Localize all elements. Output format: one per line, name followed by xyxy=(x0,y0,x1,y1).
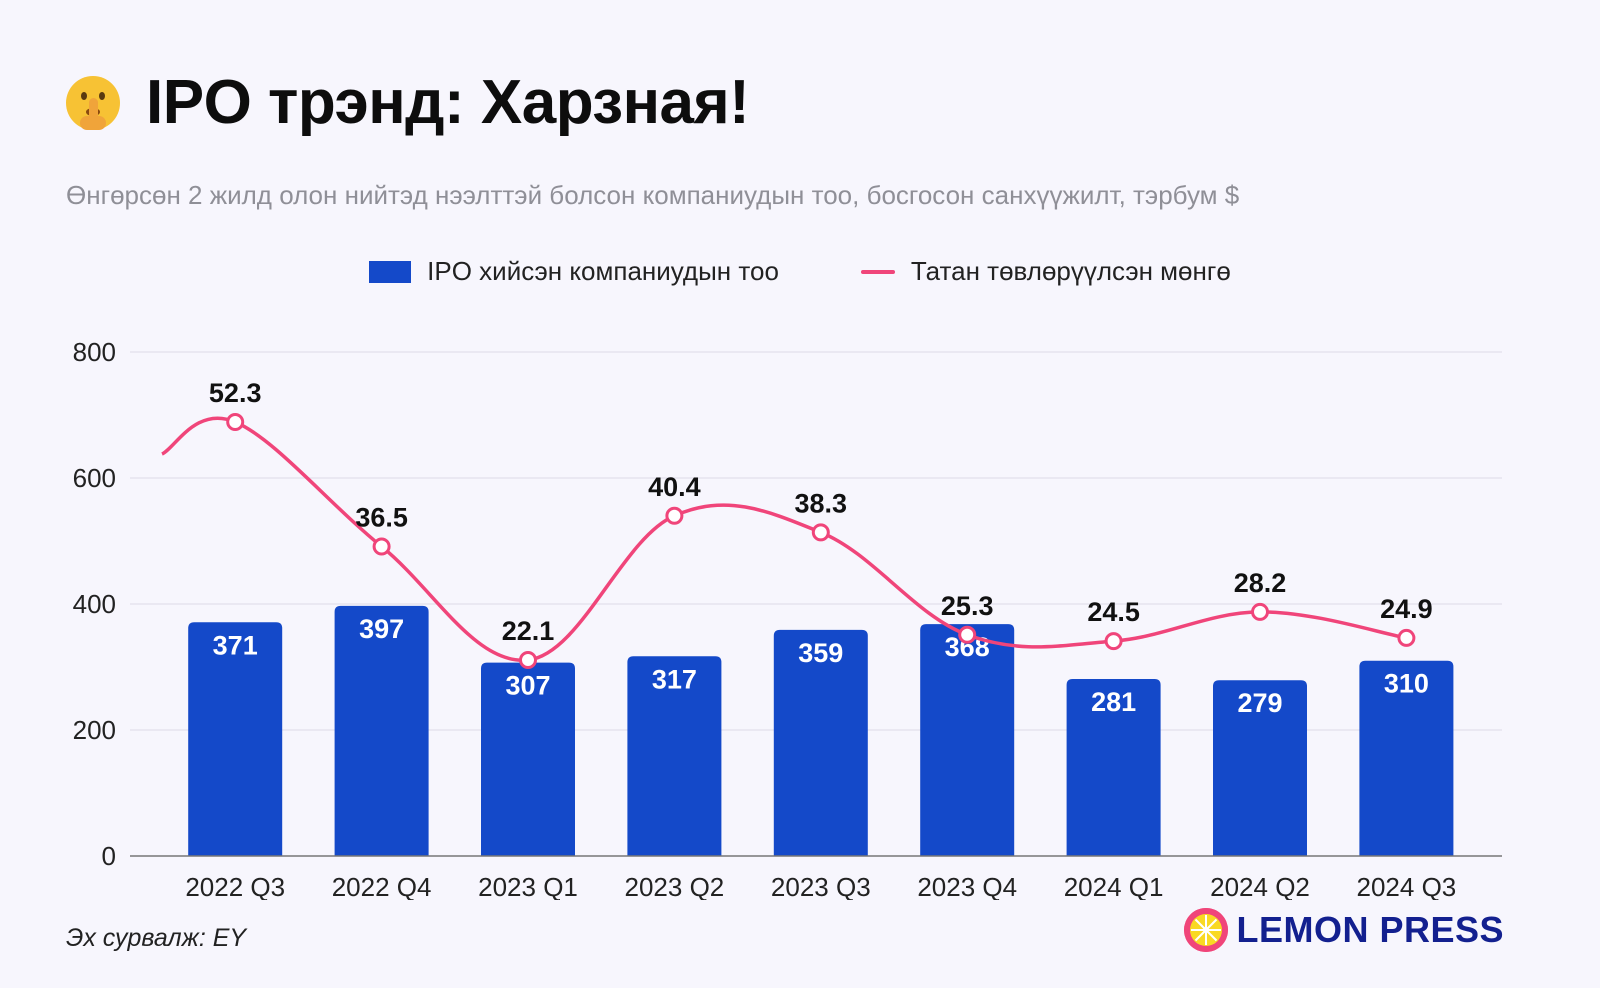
bar xyxy=(1066,678,1161,856)
line-value-label: 25.3 xyxy=(941,591,994,621)
source-note: Эх сурвалж: EY xyxy=(66,924,247,952)
line-value-label: 52.3 xyxy=(209,378,262,408)
line-value-label: 40.4 xyxy=(648,472,701,502)
bar-value-label: 317 xyxy=(652,664,697,694)
bar xyxy=(481,662,575,856)
chart-title: IPO трэнд: Харзная! xyxy=(146,68,750,137)
y-tick-label: 200 xyxy=(73,715,116,745)
bar-value-label: 307 xyxy=(505,671,550,701)
bar xyxy=(188,622,283,856)
y-axis: 0 200 400 600 800 xyxy=(73,337,116,871)
x-tick-label: 2023 Q2 xyxy=(625,872,725,900)
brand-name: LEMON PRESS xyxy=(1236,909,1504,950)
legend-swatch-line xyxy=(860,269,895,274)
bar xyxy=(773,629,868,856)
bar-value-label: 281 xyxy=(1091,687,1136,717)
bar xyxy=(1359,660,1454,856)
legend-swatch-bars xyxy=(369,260,412,283)
shushing-face-icon xyxy=(64,74,122,132)
bar xyxy=(627,656,722,856)
line-series: 52.3 36.5 22.1 40.4 38.3 25.3 24.5 28.2 24.9 xyxy=(161,378,1433,669)
y-tick-label: 600 xyxy=(73,463,116,493)
y-tick-label: 0 xyxy=(102,841,116,871)
x-tick-label: 2022 Q3 xyxy=(185,872,285,900)
x-axis: 2022 Q3 2022 Q4 2023 Q1 2023 Q2 2023 Q3 2023 … xyxy=(130,855,1502,900)
line-point xyxy=(1251,602,1269,621)
x-tick-label: 2024 Q2 xyxy=(1210,872,1310,900)
line-point xyxy=(372,537,391,556)
bar xyxy=(334,605,429,856)
title-row: IPO трэнд: Харзная! xyxy=(64,66,750,140)
bar-value-label: 371 xyxy=(213,630,258,660)
line-point xyxy=(1397,628,1416,647)
line-value-label: 36.5 xyxy=(355,503,408,533)
x-tick-label: 2023 Q4 xyxy=(917,872,1017,900)
y-tick-label: 800 xyxy=(73,337,116,367)
x-tick-label: 2024 Q1 xyxy=(1064,872,1164,900)
bar xyxy=(920,624,1015,856)
line-value-label: 24.9 xyxy=(1380,594,1433,624)
x-tick-label: 2023 Q1 xyxy=(478,872,578,900)
x-tick-label: 2023 Q3 xyxy=(771,872,871,900)
line-point xyxy=(226,413,245,431)
legend-label-bars: IPO хийсэн компаниудын тоо xyxy=(427,256,779,286)
brand-logo: LEMON PRESS xyxy=(1184,908,1504,952)
legend-item-line: Татан төвлөрүүлсэн мөнгө xyxy=(860,256,1231,287)
x-tick-label: 2022 Q4 xyxy=(332,872,432,900)
bar-value-label: 310 xyxy=(1384,669,1429,699)
bar-value-label: 359 xyxy=(798,638,843,668)
y-tick-label: 400 xyxy=(73,589,116,619)
legend-label-line: Татан төвлөрүүлсэн мөнгө xyxy=(910,256,1231,286)
x-tick-label: 2024 Q3 xyxy=(1357,872,1457,900)
bar-value-label: 279 xyxy=(1237,688,1282,718)
line-value-label: 22.1 xyxy=(502,616,555,646)
line-point xyxy=(665,506,684,525)
line-value-label: 24.5 xyxy=(1087,597,1140,627)
line-point xyxy=(1104,632,1123,651)
line-point xyxy=(519,651,537,669)
line-value-label: 28.2 xyxy=(1234,568,1287,598)
bar xyxy=(1213,680,1307,856)
lemon-slice-icon xyxy=(1184,908,1229,952)
line-path xyxy=(161,416,1407,662)
chart-subtitle: Өнгөрсөн 2 жилд олон нийтэд нээлттэй бол… xyxy=(66,180,1240,210)
line-point xyxy=(958,625,977,644)
line-point xyxy=(811,523,830,542)
legend-item-bars: IPO хийсэн компаниудын тоо xyxy=(369,256,779,287)
line-value-label: 38.3 xyxy=(795,488,848,518)
legend: IPO хийсэн компаниудын тоо Татан төвлөрү… xyxy=(0,256,1600,287)
bar-value-label: 397 xyxy=(359,614,404,644)
